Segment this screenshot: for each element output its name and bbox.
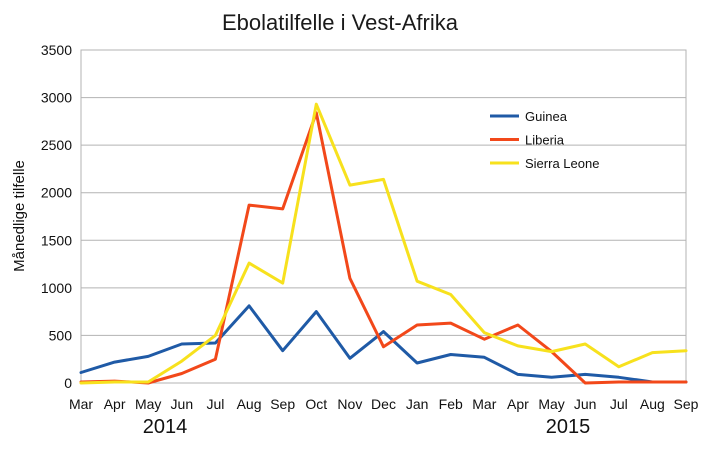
x-tick-label: Sep (674, 396, 699, 412)
x-tick-label: Apr (507, 396, 529, 412)
legend-label-liberia: Liberia (525, 133, 565, 148)
y-tick-label: 3500 (41, 42, 72, 58)
x-tick-label: Mar (472, 396, 496, 412)
y-tick-label: 1000 (41, 280, 72, 296)
series-line-sierra-leone (79, 102, 688, 385)
chart-title: Ebolatilfelle i Vest-Afrika (222, 10, 459, 35)
x-tick-label: Dec (371, 396, 396, 412)
y-axis-tick-labels: 0 500 1000 1500 2000 2500 3000 3500 (41, 42, 72, 391)
year-label-2015: 2015 (546, 416, 591, 438)
x-tick-label: Apr (104, 396, 126, 412)
legend-label-sierra-leone: Sierra Leone (525, 156, 599, 171)
y-axis-title: Månedlige tilfelle (11, 160, 28, 272)
legend-label-guinea: Guinea (525, 109, 568, 124)
y-tick-label: 1500 (41, 232, 72, 248)
series-lines (79, 102, 688, 385)
x-tick-label: Nov (337, 396, 362, 412)
y-tick-label: 0 (64, 375, 72, 391)
y-tick-label: 2500 (41, 137, 72, 153)
y-tick-label: 3000 (41, 90, 72, 106)
series-line-liberia (79, 111, 688, 385)
x-tick-label: Oct (305, 396, 327, 412)
x-tick-label: May (135, 396, 161, 412)
year-label-2014: 2014 (143, 416, 188, 438)
series-line-guinea (79, 304, 688, 384)
x-tick-label: May (538, 396, 564, 412)
x-tick-label: Sep (270, 396, 295, 412)
legend: Guinea Liberia Sierra Leone (490, 109, 599, 171)
x-tick-label: Jul (610, 396, 628, 412)
x-tick-label: Feb (439, 396, 463, 412)
x-axis-tick-labels: Mar Apr May Jun Jul Aug Sep Oct Nov Dec Jan Feb Mar A… (69, 396, 699, 412)
x-tick-label: Mar (69, 396, 93, 412)
x-tick-label: Jun (171, 396, 194, 412)
gridlines (80, 49, 687, 384)
x-tick-label: Aug (640, 396, 665, 412)
x-tick-label: Jul (206, 396, 224, 412)
x-tick-label: Jun (574, 396, 597, 412)
x-tick-label: Aug (237, 396, 262, 412)
y-tick-label: 500 (49, 327, 73, 343)
x-tick-label: Jan (406, 396, 429, 412)
y-tick-label: 2000 (41, 185, 72, 201)
plot-frame (80, 49, 687, 384)
